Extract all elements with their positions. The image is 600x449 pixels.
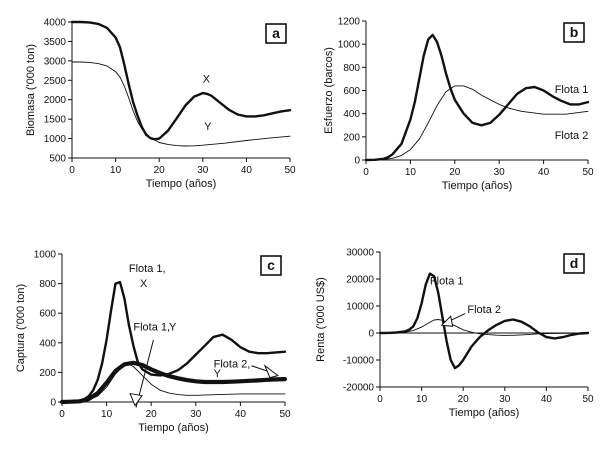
panel-label-box: [563, 253, 585, 274]
y-tick-label: 400: [39, 338, 56, 349]
y-tick-label: 800: [343, 63, 360, 74]
y-tick-label: 2500: [44, 76, 67, 87]
x-tick-label: 20: [154, 165, 166, 176]
x-tick-label: 20: [449, 167, 461, 178]
series-line-flota-2: [365, 85, 589, 161]
annotation: Flota 1: [430, 275, 464, 287]
y-tick-label: 0: [354, 156, 360, 167]
y-tick-label: 400: [343, 109, 360, 120]
series-line-flota-1-x: [60, 280, 287, 404]
panel-b: 0 10 20 30 40 50 0 200 400 600 800 1000 1200 Tiempo (…: [323, 17, 594, 193]
arrow-head: [263, 364, 279, 379]
y-tick-label: 600: [343, 86, 360, 97]
x-tick-label: 10: [416, 394, 428, 405]
series-line-flota-1: [364, 33, 590, 162]
panel-label: d: [570, 255, 579, 271]
arrow-head: [129, 392, 143, 407]
annotation: Flota 1,: [129, 263, 166, 275]
annotation: X: [140, 278, 148, 290]
annotation: Flota 1,: [133, 322, 170, 334]
y-axis-label: Biomasa ('000 ton): [25, 44, 37, 136]
y-tick-label: 600: [39, 309, 56, 320]
y-tick-label: 20000: [346, 275, 374, 286]
panel-c: 0 10 20 30 40 50 0 200 400 600 800 1000 Tiempo (años…: [15, 250, 291, 435]
y-tick-label: 3500: [44, 37, 67, 48]
annotation: Flota 2: [555, 130, 589, 142]
pointer-arrows: [129, 313, 466, 408]
annotation: Y: [204, 121, 212, 133]
x-tick-label: 30: [499, 394, 511, 405]
x-tick-label: 0: [69, 165, 75, 176]
x-tick-label: 10: [101, 409, 113, 420]
y-tick-label: 1000: [338, 40, 361, 51]
x-tick-label: 30: [190, 409, 202, 420]
y-tick-label: 500: [49, 154, 66, 165]
x-tick-label: 0: [377, 394, 383, 405]
x-tick-label: 40: [541, 394, 553, 405]
panel-label: a: [272, 25, 280, 41]
arrow-shaft: [251, 365, 270, 373]
y-tick-label: 3000: [44, 56, 67, 67]
annotation: Y: [169, 322, 177, 334]
annotation: Flota 2,: [214, 359, 251, 371]
arrow-head: [440, 315, 454, 327]
x-axis-label: Tiempo (años): [442, 180, 513, 192]
y-axis-label: Renta ('000 US$): [315, 277, 327, 362]
annotation: Flota 2: [467, 304, 501, 316]
y-tick-label: 30000: [346, 248, 374, 259]
series-line-flota-1-y: [61, 363, 286, 403]
y-tick-label: 1200: [338, 17, 361, 28]
x-tick-label: 50: [279, 409, 291, 420]
x-tick-label: 40: [538, 167, 550, 178]
y-tick-label: -20000: [343, 383, 375, 394]
panel-label-box: [563, 22, 585, 43]
y-tick-label: -10000: [343, 356, 375, 367]
panel-label: b: [570, 24, 579, 40]
y-tick-label: 10000: [346, 302, 374, 313]
series-line-y: [71, 61, 291, 147]
y-tick-label: 200: [39, 368, 56, 379]
y-tick-label: 200: [343, 132, 360, 143]
series-line-flota-1: [378, 272, 590, 370]
panel-label-box: [260, 255, 282, 276]
y-tick-label: 1000: [34, 250, 57, 261]
y-tick-label: 2000: [44, 95, 67, 106]
x-tick-label: 50: [582, 394, 594, 405]
x-tick-label: 0: [363, 167, 369, 178]
y-axis-label: Captura ('000 ton): [15, 284, 27, 372]
y-tick-label: 0: [50, 398, 56, 409]
panel-label: c: [267, 257, 275, 273]
x-tick-label: 40: [235, 409, 247, 420]
panel-a: 0 10 20 30 40 50 500 1000 1500 2000 2500 3000 3500 40…: [25, 18, 296, 191]
annotation: Flota 1: [555, 84, 589, 96]
annotation: Y: [214, 368, 222, 380]
x-tick-label: 20: [458, 394, 470, 405]
x-tick-label: 50: [582, 167, 594, 178]
y-tick-label: 800: [39, 279, 56, 290]
y-tick-label: 1500: [44, 115, 67, 126]
series-line-flota-2: [379, 319, 589, 336]
x-tick-label: 30: [197, 165, 209, 176]
x-tick-label: 30: [494, 167, 506, 178]
x-axis-label: Tiempo (años): [138, 422, 209, 434]
x-tick-label: 10: [110, 165, 122, 176]
y-tick-label: 1000: [44, 134, 67, 145]
x-axis-label: Tiempo (años): [449, 407, 520, 419]
x-tick-label: 20: [146, 409, 158, 420]
series-line-x: [70, 20, 292, 141]
y-tick-label: 4000: [44, 18, 67, 29]
y-axis-label: Esfuerzo (barcos): [323, 47, 335, 134]
panel-d: 0 10 20 30 40 50 -20000 -10000 0 10000 20000 30000 T…: [315, 248, 594, 420]
annotation: X: [203, 73, 211, 85]
x-tick-label: 10: [405, 167, 417, 178]
panel-label-box: [265, 23, 287, 44]
x-tick-label: 50: [284, 165, 296, 176]
x-tick-label: 40: [241, 165, 253, 176]
x-axis-label: Tiempo (años): [146, 178, 217, 190]
series-line-flota-2-y: [59, 360, 288, 405]
x-tick-label: 0: [59, 409, 65, 420]
y-tick-label: 0: [368, 329, 374, 340]
